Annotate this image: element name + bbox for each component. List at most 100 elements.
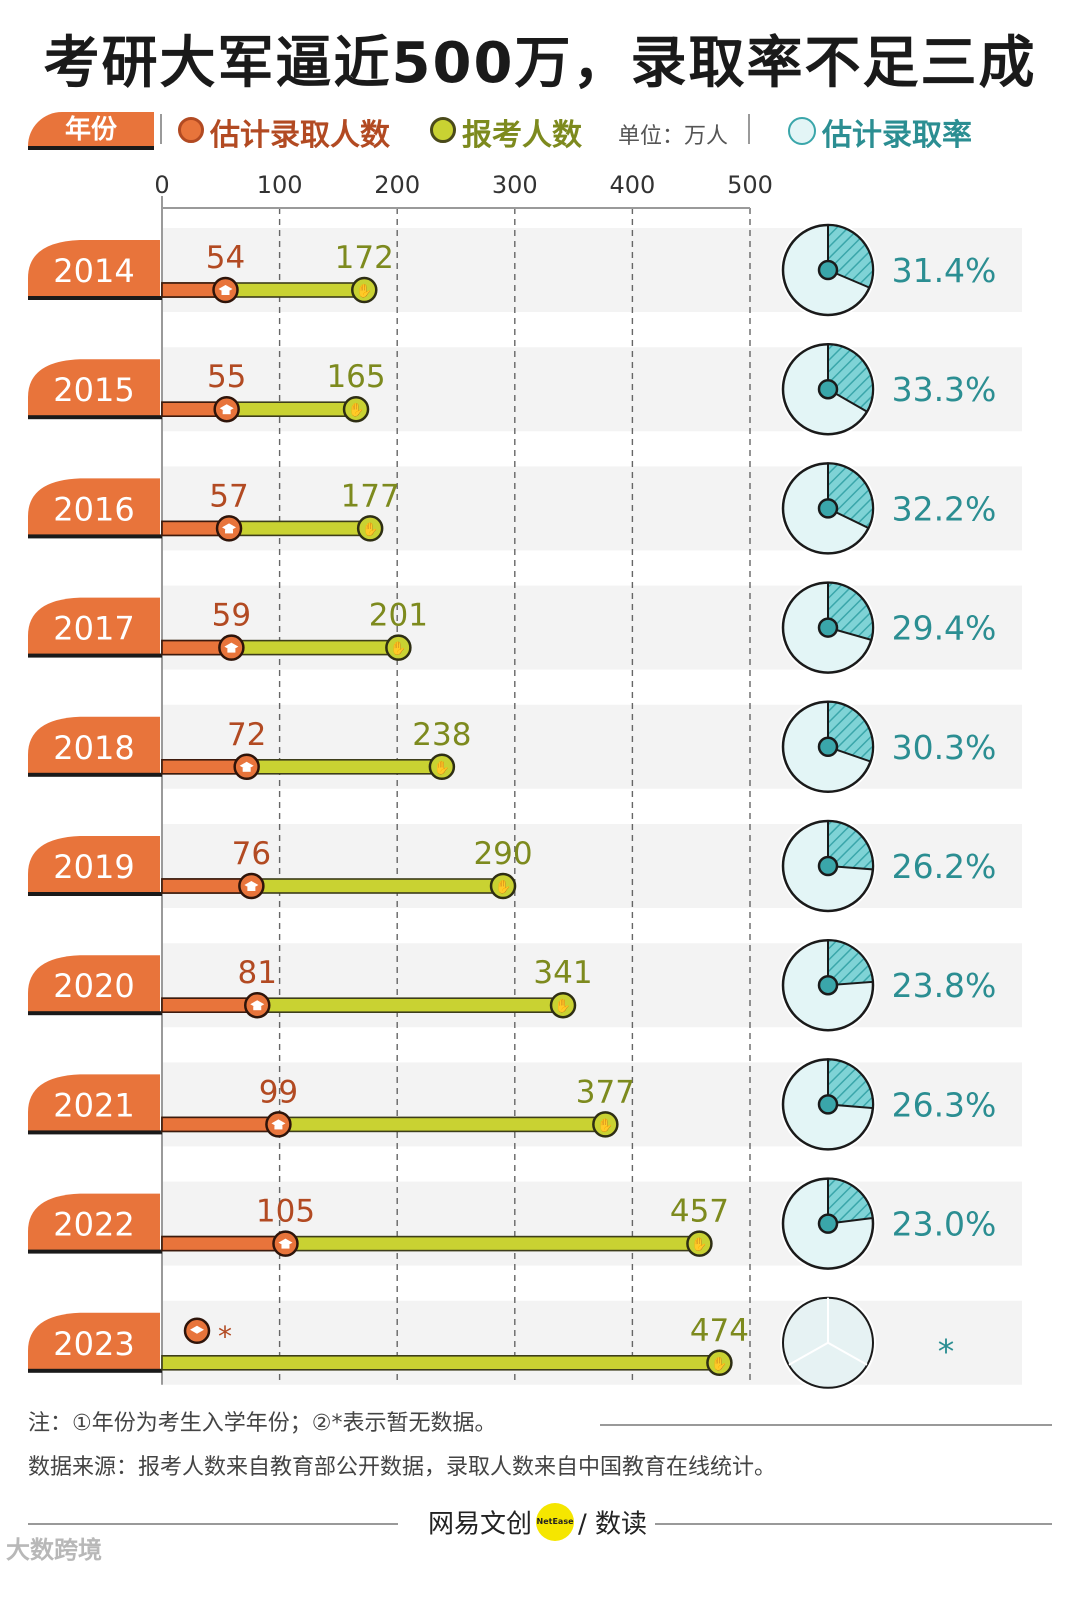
year-tab [28, 1312, 160, 1371]
hand-icon: ✋ [390, 641, 406, 657]
rate-value-label: * [938, 1332, 955, 1371]
year-tab [28, 955, 160, 1014]
pie-center [817, 498, 839, 519]
brand-column: / 数读 [578, 1509, 648, 1540]
admitted-bar [161, 997, 259, 1014]
footer-brand: 网易文创 NetEase / 数读 [428, 1503, 647, 1543]
year-tab-underline [28, 1368, 162, 1373]
rate-pie-slice [827, 1177, 874, 1225]
hand-icon: ✋ [434, 760, 450, 776]
brand-logo-dot: NetEase [536, 1503, 575, 1541]
rate-value-label: 33.3% [892, 370, 997, 409]
admitted-value-label: 76 [232, 836, 271, 872]
pie-center [817, 1094, 839, 1115]
rate-pie-slice [827, 462, 874, 530]
hand-icon: ✋ [711, 1356, 727, 1372]
pie-center [817, 1213, 839, 1234]
graduation-cap-icon [253, 1006, 262, 1011]
applicants-value-label: 177 [341, 478, 400, 514]
year-label: 2018 [53, 729, 134, 767]
year-label: 2021 [53, 1086, 134, 1124]
pie-center [817, 378, 839, 400]
legend-divider [748, 114, 750, 144]
rate-pie-slice [827, 700, 874, 763]
brand-name: 网易文创 [428, 1509, 533, 1540]
pie-center [817, 617, 839, 638]
row-background [162, 1181, 1022, 1266]
admitted-value-label: 59 [212, 598, 251, 634]
year-tab [28, 359, 160, 418]
admitted-value-label: * [218, 1320, 232, 1353]
admitted-bar [161, 878, 253, 894]
graduation-cap-icon [281, 1244, 290, 1249]
row-background [162, 1300, 1022, 1385]
applicants-marker [489, 872, 517, 900]
hand-icon: ✋ [495, 879, 511, 895]
legend-divider [160, 114, 162, 144]
year-label: 2017 [53, 610, 134, 648]
graduation-cap-icon [274, 1125, 283, 1130]
pie-center [817, 259, 839, 281]
applicants-marker [342, 395, 370, 423]
applicants-value-label: 457 [670, 1194, 729, 1230]
admitted-bar [161, 1235, 287, 1252]
x-tick-label: 100 [257, 171, 303, 199]
year-tab-underline [28, 415, 162, 420]
year-tab-underline [28, 296, 162, 300]
applicants-marker [385, 634, 412, 661]
row-background [162, 824, 1022, 908]
year-label: 2023 [53, 1325, 134, 1363]
admitted-value-label: 55 [207, 359, 246, 395]
legend-applicants-label: 报考人数 [462, 118, 582, 153]
year-tab-underline [28, 653, 162, 658]
rate-pie-slice [827, 1058, 874, 1110]
graduation-cap-icon [247, 887, 256, 891]
hand-icon: ✋ [597, 1117, 613, 1133]
legend-rate-label: 估计录取率 [822, 118, 972, 153]
rate-value-label: 26.3% [892, 1085, 997, 1124]
chart-area: 0 100 200 300 400 500 2014 ✋ 172 54 31.4% 2015 ✋ 165… [28, 171, 1022, 1391]
row-background [162, 466, 1022, 551]
graduation-cap-icon [222, 410, 231, 415]
hand-icon: ✋ [691, 1237, 707, 1253]
pie-center [817, 855, 839, 877]
graduation-cap-icon [225, 529, 234, 534]
applicants-marker [706, 1349, 733, 1377]
x-tick-label: 0 [154, 171, 169, 199]
year-tab [28, 1074, 160, 1133]
row-background [162, 943, 1022, 1028]
year-tab [28, 836, 160, 894]
graduation-cap-icon [221, 291, 230, 295]
year-label: 2015 [53, 371, 134, 409]
year-label: 2014 [53, 252, 134, 290]
applicants-value-label: 165 [326, 359, 385, 395]
rate-pie-slice [827, 343, 874, 413]
legend: 年份 估计录取人数 报考人数 单位：万人 估计录取率 [0, 104, 1080, 154]
x-tick-label: 500 [727, 171, 773, 199]
hand-icon [430, 117, 456, 143]
x-tick-label: 400 [609, 171, 655, 199]
footer-divider [28, 1523, 398, 1525]
year-label: 2022 [53, 1206, 134, 1244]
rate-value-label: 29.4% [892, 609, 997, 648]
note-text: 注：①年份为考生入学年份；②*表示暂无数据。 [28, 1411, 497, 1436]
rate-value-label: 32.2% [892, 489, 997, 528]
year-tab [28, 1193, 160, 1252]
year-tab [28, 240, 160, 298]
rate-pie-slice [827, 939, 874, 987]
note-divider [600, 1424, 1052, 1426]
hand-icon: ✋ [362, 521, 378, 537]
applicants-marker [549, 991, 577, 1019]
rate-pie-slice [827, 819, 874, 871]
pie-spoke [788, 1297, 868, 1366]
year-tab [28, 597, 160, 656]
hand-icon: ✋ [348, 402, 364, 418]
graduation-cap-icon [227, 648, 236, 653]
pie-center [817, 736, 839, 758]
rate-value-label: 23.8% [892, 966, 997, 1005]
graduation-cap-icon [190, 1325, 204, 1334]
admitted-value-label: 99 [259, 1074, 298, 1110]
legend-year-label: 年份 [28, 112, 154, 150]
admitted-value-label: 105 [256, 1194, 315, 1230]
admitted-value-label: 72 [227, 717, 266, 753]
